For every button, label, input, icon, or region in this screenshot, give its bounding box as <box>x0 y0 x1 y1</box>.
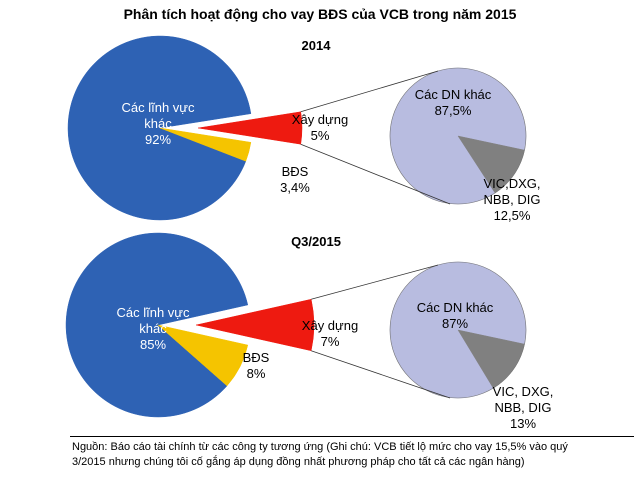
pie-charts: Các lĩnh vực khác 92% BĐS 3,4% Xây dựng 5% Các … <box>65 35 554 430</box>
label-breakdown-others: Các DN khác 87% <box>417 300 494 331</box>
source-note-line-1: Nguồn: Báo cáo tài chính từ các công ty … <box>72 441 568 453</box>
slice-other-sectors <box>65 232 249 418</box>
label-construction: Xây dựng 7% <box>302 318 358 349</box>
chart-title: Phân tích hoạt động cho vay BĐS của VCB … <box>123 6 517 22</box>
slice-real-estate <box>157 324 249 387</box>
connector-line-top <box>300 70 439 113</box>
label-real-estate: BĐS 8% <box>243 350 270 381</box>
slice-other-sectors <box>67 35 252 221</box>
source-note: Nguồn: Báo cáo tài chính từ các công ty … <box>72 440 632 470</box>
note-divider <box>70 436 634 437</box>
connector-line-top <box>311 264 439 300</box>
slice-construction <box>197 111 303 145</box>
breakdown-outline <box>389 67 527 205</box>
label-breakdown-vic-dxg-nbb-dig: VIC, DXG, NBB, DIG 13% <box>493 384 554 430</box>
source-note-line-2: 3/2015 nhưng chúng tôi cố gắng áp dụng đ… <box>72 456 525 468</box>
label-other-sectors: Các lĩnh vực khác 92% <box>121 100 195 147</box>
label-construction: Xây dựng 5% <box>292 112 348 143</box>
label-breakdown-others: Các DN khác 87,5% <box>415 87 492 118</box>
subtitle-2014: 2014 <box>301 38 331 53</box>
slice-construction <box>195 298 315 352</box>
slice-real-estate <box>159 127 252 162</box>
label-other-sectors: Các lĩnh vực khác 85% <box>116 305 190 352</box>
connector-line-bottom <box>311 350 451 399</box>
breakdown-outline <box>389 261 527 399</box>
connector-line-bottom <box>300 143 451 205</box>
subtitle-q3-2015: Q3/2015 <box>291 234 341 249</box>
label-real-estate: BĐS 3,4% <box>280 164 310 195</box>
label-breakdown-vic-dxg-nbb-dig: VIC,DXG, NBB, DIG 12,5% <box>483 176 540 223</box>
